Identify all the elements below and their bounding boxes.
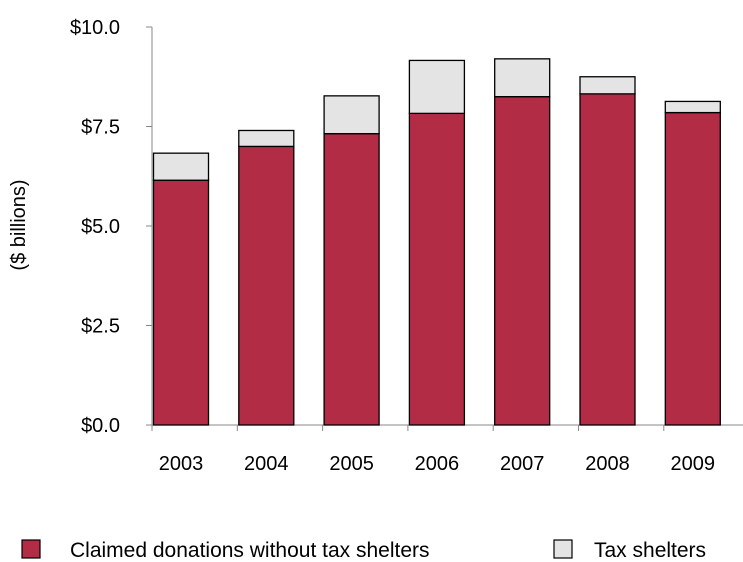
bar-tax-shelters-2008 bbox=[579, 76, 636, 95]
x-tick-label: 2007 bbox=[500, 453, 545, 475]
bar-claimed-donations-2008 bbox=[579, 93, 636, 426]
y-tick-label: $10.0 bbox=[70, 17, 120, 39]
bar-claimed-donations-2004 bbox=[238, 145, 295, 426]
x-axis-ticks: 2003 2004 2005 2006 2007 2008 2009 bbox=[151, 425, 716, 475]
legend-swatch-claimed-donations bbox=[21, 539, 41, 559]
x-tick-label: 2003 bbox=[159, 453, 204, 475]
x-tick-label: 2006 bbox=[415, 453, 460, 475]
bar-claimed-donations-2009 bbox=[664, 111, 721, 426]
x-tick-label: 2004 bbox=[244, 453, 289, 475]
bar-claimed-donations-2007 bbox=[494, 96, 551, 426]
bar-claimed-donations-2005 bbox=[323, 133, 380, 426]
legend-label-claimed-donations: Claimed donations without tax shelters bbox=[70, 539, 430, 562]
y-tick-label: $5.0 bbox=[81, 216, 120, 238]
legend: Claimed donations without tax shelters T… bbox=[21, 539, 706, 562]
y-axis-label: ($ billions) bbox=[8, 179, 30, 270]
legend-swatch-tax-shelters bbox=[553, 539, 573, 559]
bar-claimed-donations-2006 bbox=[408, 112, 466, 426]
y-axis-ticks: $0.0 $2.5 $5.0 $7.5 $10.0 bbox=[70, 17, 152, 437]
bar-tax-shelters-2007 bbox=[494, 58, 551, 98]
bar-tax-shelters-2009 bbox=[664, 100, 721, 114]
bars bbox=[152, 58, 721, 426]
y-tick-label: $0.0 bbox=[81, 415, 120, 437]
x-tick-label: 2008 bbox=[585, 453, 630, 475]
bar-tax-shelters-2004 bbox=[238, 129, 295, 148]
bar-tax-shelters-2005 bbox=[323, 95, 380, 135]
bar-claimed-donations-2003 bbox=[152, 179, 210, 426]
y-tick-label: $7.5 bbox=[81, 117, 120, 139]
bar-tax-shelters-2006 bbox=[408, 59, 466, 115]
bar-tax-shelters-2003 bbox=[152, 152, 210, 181]
x-tick-label: 2009 bbox=[671, 453, 716, 475]
y-tick-label: $2.5 bbox=[81, 316, 120, 338]
x-tick-label: 2005 bbox=[329, 453, 374, 475]
legend-label-tax-shelters: Tax shelters bbox=[594, 539, 706, 562]
